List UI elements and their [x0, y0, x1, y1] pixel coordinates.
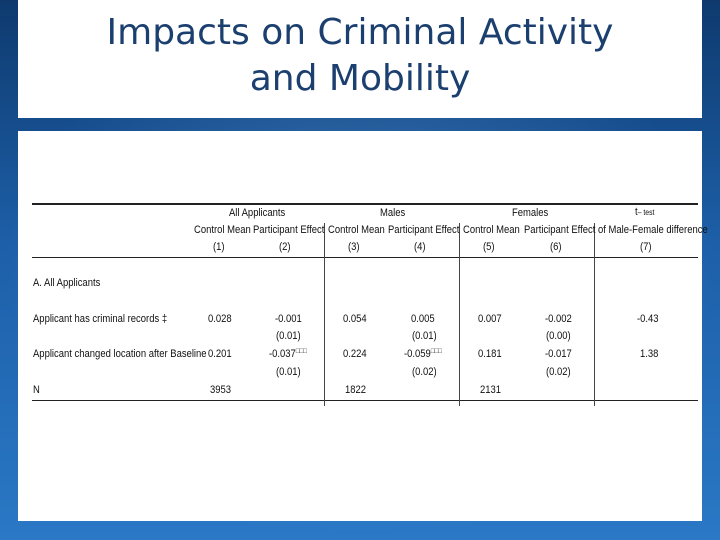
results-table: All Applicants Males Females t– test Con…	[32, 201, 708, 411]
title-box: Impacts on Criminal Activity and Mobilit…	[18, 0, 702, 118]
title-line-2: and Mobility	[249, 58, 471, 99]
cell: 0.224	[343, 348, 367, 360]
col-header-5: Control Mean	[463, 224, 520, 236]
cell-se: (0.00)	[546, 330, 571, 342]
section-label: A. All Applicants	[33, 277, 101, 289]
table-top-rule	[32, 203, 698, 205]
cell: -0.017	[545, 348, 572, 360]
slide-title: Impacts on Criminal Activity and Mobilit…	[18, 10, 702, 102]
row-label: Applicant has criminal records ‡	[33, 313, 168, 325]
cell: 1.38	[640, 348, 659, 360]
cell: 0.028	[208, 313, 232, 325]
col-number: (4)	[414, 241, 426, 253]
row-label: N	[33, 384, 40, 396]
col-header-7: of Male-Female difference	[598, 224, 708, 236]
row-label: Applicant changed location after Baselin…	[33, 348, 207, 360]
col-header-3: Control Mean	[328, 224, 385, 236]
cell-se: (0.01)	[276, 366, 301, 378]
cell-se: (0.01)	[412, 330, 437, 342]
table-header-rule	[32, 257, 698, 258]
cell-se: (0.02)	[546, 366, 571, 378]
group-header-all: All Applicants	[229, 207, 286, 219]
col-number: (2)	[279, 241, 291, 253]
col-header-1: Control Mean	[194, 224, 251, 236]
cell: 0.007	[478, 313, 502, 325]
content-box: All Applicants Males Females t– test Con…	[18, 131, 708, 521]
cell: 0.005	[411, 313, 435, 325]
col-number: (6)	[550, 241, 562, 253]
col-header-6: Participant Effect	[524, 224, 596, 236]
col-header-4: Participant Effect	[388, 224, 460, 236]
column-divider	[324, 223, 325, 406]
cell: -0.037□□□	[269, 348, 307, 360]
cell-se: (0.02)	[412, 366, 437, 378]
title-line-1: Impacts on Criminal Activity	[106, 12, 614, 53]
group-header-t: t– test	[635, 206, 655, 218]
cell: -0.059□□□	[404, 348, 442, 360]
col-header-2: Participant Effect	[253, 224, 325, 236]
col-number: (5)	[483, 241, 495, 253]
cell-se: (0.01)	[276, 330, 301, 342]
cell: 2131	[480, 384, 502, 396]
cell: 0.201	[208, 348, 232, 360]
cell: 1822	[345, 384, 367, 396]
cell: 0.181	[478, 348, 502, 360]
column-divider	[594, 223, 595, 406]
col-number: (1)	[213, 241, 225, 253]
cell: -0.43	[637, 313, 659, 325]
col-number: (3)	[348, 241, 360, 253]
column-divider	[459, 223, 460, 406]
col-number: (7)	[640, 241, 652, 253]
cell: 0.054	[343, 313, 367, 325]
cell: 3953	[210, 384, 232, 396]
group-header-males: Males	[380, 207, 406, 219]
table-bottom-rule	[32, 400, 698, 401]
group-header-females: Females	[512, 207, 549, 219]
cell: -0.001	[275, 313, 302, 325]
cell: -0.002	[545, 313, 572, 325]
